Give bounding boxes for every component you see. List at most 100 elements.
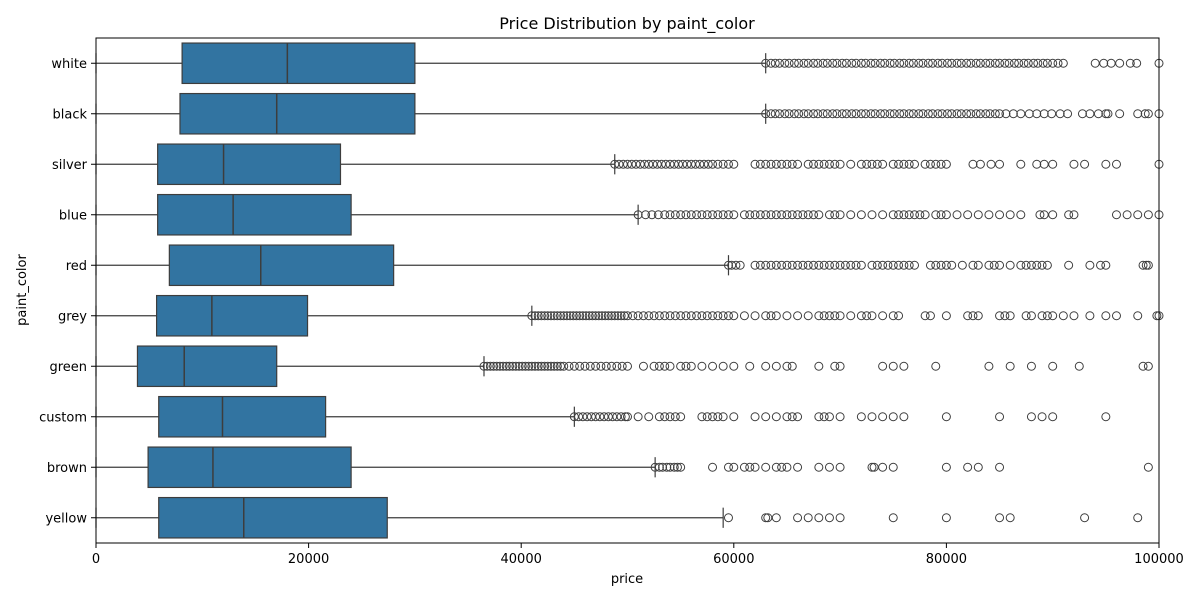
outlier-point	[784, 109, 794, 119]
outlier-point	[990, 58, 1000, 68]
outlier-point	[771, 412, 781, 422]
outlier-point	[995, 513, 1005, 523]
outlier-point	[989, 260, 999, 270]
outlier-point	[1005, 210, 1015, 220]
outlier-point	[918, 58, 928, 68]
outlier-point	[623, 412, 632, 422]
outlier-point	[1090, 58, 1100, 68]
outlier-point	[644, 412, 654, 422]
outlier-point	[793, 412, 803, 422]
outlier-point	[517, 361, 527, 371]
outlier-point	[1039, 159, 1049, 169]
outlier-point	[620, 412, 630, 422]
outlier-point	[813, 109, 823, 119]
outlier-point	[793, 159, 803, 169]
outlier-point	[782, 159, 792, 169]
outlier-point	[670, 311, 680, 321]
outlier-point	[1103, 109, 1113, 119]
outlier-point	[569, 361, 579, 371]
outlier-point	[878, 361, 888, 371]
outlier-point	[910, 159, 920, 169]
outlier-point	[681, 210, 691, 220]
outlier-point	[787, 260, 797, 270]
outlier-point	[735, 260, 745, 270]
outlier-point	[718, 412, 728, 422]
chart-title: Price Distribution by paint_color	[499, 14, 755, 34]
outlier-point	[931, 361, 941, 371]
outlier-point	[702, 210, 712, 220]
outlier-point	[771, 311, 781, 321]
outlier-point	[568, 311, 578, 321]
outlier-point	[941, 260, 951, 270]
outlier-point	[618, 159, 628, 169]
outlier-point	[869, 462, 879, 472]
outlier-point	[803, 260, 813, 270]
outlier-point	[649, 311, 659, 321]
outlier-point	[641, 210, 651, 220]
outlier-point	[617, 361, 627, 371]
outlier-point	[761, 412, 771, 422]
outlier-point	[775, 58, 785, 68]
outlier-point	[803, 513, 813, 523]
outlier-point	[766, 58, 776, 68]
outlier-point	[479, 361, 489, 371]
outlier-point	[908, 109, 918, 119]
outlier-point	[1101, 412, 1111, 422]
outlier-point	[616, 412, 626, 422]
outlier-point	[718, 210, 728, 220]
outlier-point	[888, 462, 898, 472]
outlier-point	[878, 311, 888, 321]
outlier-point	[530, 361, 540, 371]
outlier-point	[530, 311, 540, 321]
outlier-point	[889, 58, 899, 68]
outlier-point	[899, 159, 909, 169]
outlier-point	[761, 58, 771, 68]
outlier-point	[739, 210, 749, 220]
outlier-point	[889, 109, 899, 119]
outlier-point	[713, 210, 723, 220]
outlier-point	[966, 109, 976, 119]
outlier-point	[981, 58, 991, 68]
box-white	[95, 42, 767, 85]
outlier-point	[1037, 260, 1047, 270]
outlier-point	[660, 210, 670, 220]
outlier-point	[613, 311, 623, 321]
box-green	[95, 345, 485, 388]
outlier-point	[936, 159, 946, 169]
outlier-point	[739, 311, 749, 321]
outlier-point	[1133, 513, 1143, 523]
outlier-point	[699, 159, 709, 169]
outlier-point	[489, 361, 499, 371]
outliers-white	[761, 58, 1164, 68]
outlier-point	[856, 159, 866, 169]
outlier-point	[1074, 361, 1084, 371]
outlier-point	[546, 361, 556, 371]
outlier-point	[524, 361, 534, 371]
outlier-point	[727, 260, 737, 270]
iqr-box	[168, 244, 395, 287]
outlier-point	[899, 58, 909, 68]
outlier-point	[633, 412, 643, 422]
outlier-point	[686, 210, 696, 220]
outlier-point	[1039, 210, 1049, 220]
outlier-point	[846, 159, 856, 169]
x-axis-label: price	[611, 572, 643, 587]
outlier-point	[995, 462, 1005, 472]
outlier-point	[770, 58, 780, 68]
outlier-point	[1048, 58, 1058, 68]
outlier-point	[963, 311, 973, 321]
y-tick-label: silver	[52, 158, 88, 173]
outlier-point	[899, 361, 909, 371]
outlier-point	[697, 210, 707, 220]
outlier-point	[824, 412, 834, 422]
outlier-point	[835, 361, 845, 371]
outlier-point	[809, 260, 819, 270]
outlier-point	[824, 462, 834, 472]
outlier-point	[837, 58, 847, 68]
outlier-point	[644, 159, 654, 169]
outlier-point	[794, 109, 804, 119]
outlier-point	[975, 58, 985, 68]
outlier-point	[723, 462, 733, 472]
outlier-point	[511, 361, 521, 371]
outliers-grey	[527, 311, 1164, 321]
